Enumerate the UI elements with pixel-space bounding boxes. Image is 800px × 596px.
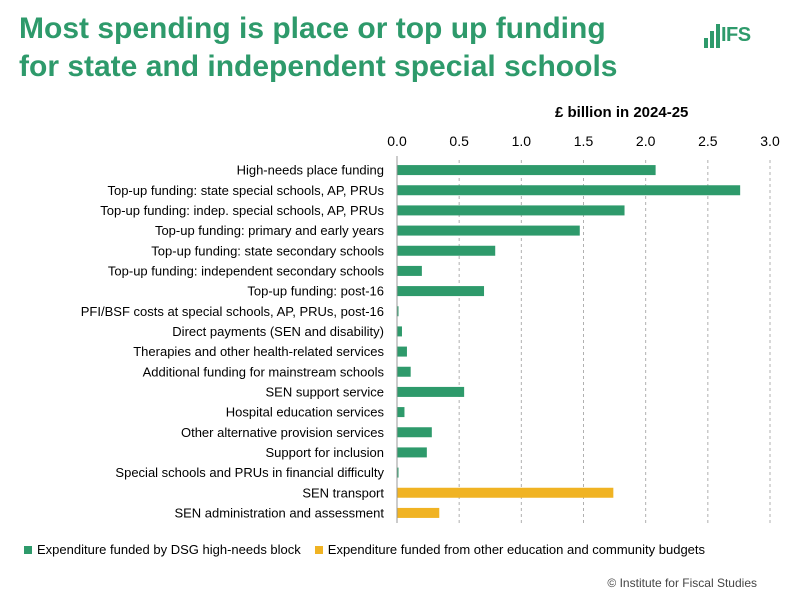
- category-label: Top-up funding: state special schools, A…: [107, 183, 384, 198]
- legend-item-other: Expenditure funded from other education …: [314, 542, 706, 557]
- bar: [397, 265, 422, 276]
- x-tick-label: 0.5: [449, 133, 469, 149]
- bar: [397, 427, 432, 438]
- category-label: Top-up funding: state secondary schools: [151, 243, 384, 258]
- bar-chart: 0.0 0.5 1.0 1.5 2.0 2.5 3.0 High-needs place fu…: [81, 133, 780, 523]
- bar: [397, 487, 614, 498]
- legend-label-other: Expenditure funded from other education …: [327, 542, 706, 557]
- title-line-1: Most spending is place or top up funding: [19, 12, 606, 45]
- copyright: © Institute for Fiscal Studies: [607, 576, 757, 590]
- legend: Expenditure funded by DSG high-needs blo…: [24, 542, 719, 557]
- category-label: Top-up funding: indep. special schools, …: [100, 203, 384, 218]
- category-label: Top-up funding: post-16: [247, 284, 384, 299]
- category-label: PFI/BSF costs at special schools, AP, PR…: [81, 304, 384, 319]
- legend-swatch-other: [314, 545, 323, 554]
- x-tick-label: 3.0: [760, 133, 780, 149]
- bar: [397, 225, 580, 236]
- bar: [397, 165, 656, 176]
- ifs-logo: IFS: [704, 20, 764, 50]
- logo-text: IFS: [721, 24, 751, 46]
- category-label: SEN transport: [302, 485, 384, 500]
- category-label: SEN support service: [266, 384, 385, 399]
- bar: [397, 447, 427, 458]
- category-label: Therapies and other health-related servi…: [133, 344, 384, 359]
- chart-title: Most spending is place or top up funding…: [19, 10, 699, 86]
- legend-label-dsg: Expenditure funded by DSG high-needs blo…: [37, 542, 301, 557]
- x-tick-label: 2.5: [698, 133, 718, 149]
- bar: [397, 205, 625, 216]
- bar: [397, 245, 496, 256]
- x-tick-label: 2.0: [636, 133, 656, 149]
- bar: [397, 286, 485, 297]
- title-line-2: for state and independent special school…: [19, 50, 618, 83]
- legend-swatch-dsg: [24, 545, 32, 554]
- category-label: Other alternative provision services: [181, 425, 385, 440]
- bar: [397, 326, 402, 337]
- bar: [397, 346, 407, 357]
- x-tick-label: 1.5: [574, 133, 594, 149]
- unit-label: £ billion in 2024-25: [555, 104, 689, 121]
- bar: [397, 366, 411, 377]
- category-label: Special schools and PRUs in financial di…: [115, 465, 384, 480]
- bar: [397, 467, 399, 478]
- x-tick-label: 0.0: [387, 133, 407, 149]
- category-label: Top-up funding: primary and early years: [155, 223, 385, 238]
- bar: [397, 185, 741, 196]
- bar: [397, 507, 440, 518]
- category-label: High-needs place funding: [237, 163, 384, 178]
- legend-item-dsg: Expenditure funded by DSG high-needs blo…: [24, 542, 301, 557]
- bar: [397, 407, 405, 418]
- category-label: Hospital education services: [226, 405, 385, 420]
- category-label: Support for inclusion: [265, 445, 384, 460]
- category-label: Direct payments (SEN and disability): [172, 324, 384, 339]
- bar: [397, 386, 465, 397]
- category-label: SEN administration and assessment: [174, 505, 384, 520]
- category-label: Top-up funding: independent secondary sc…: [108, 263, 385, 278]
- category-label: Additional funding for mainstream school…: [143, 364, 385, 379]
- bar: [397, 306, 399, 317]
- x-tick-label: 1.0: [512, 133, 532, 149]
